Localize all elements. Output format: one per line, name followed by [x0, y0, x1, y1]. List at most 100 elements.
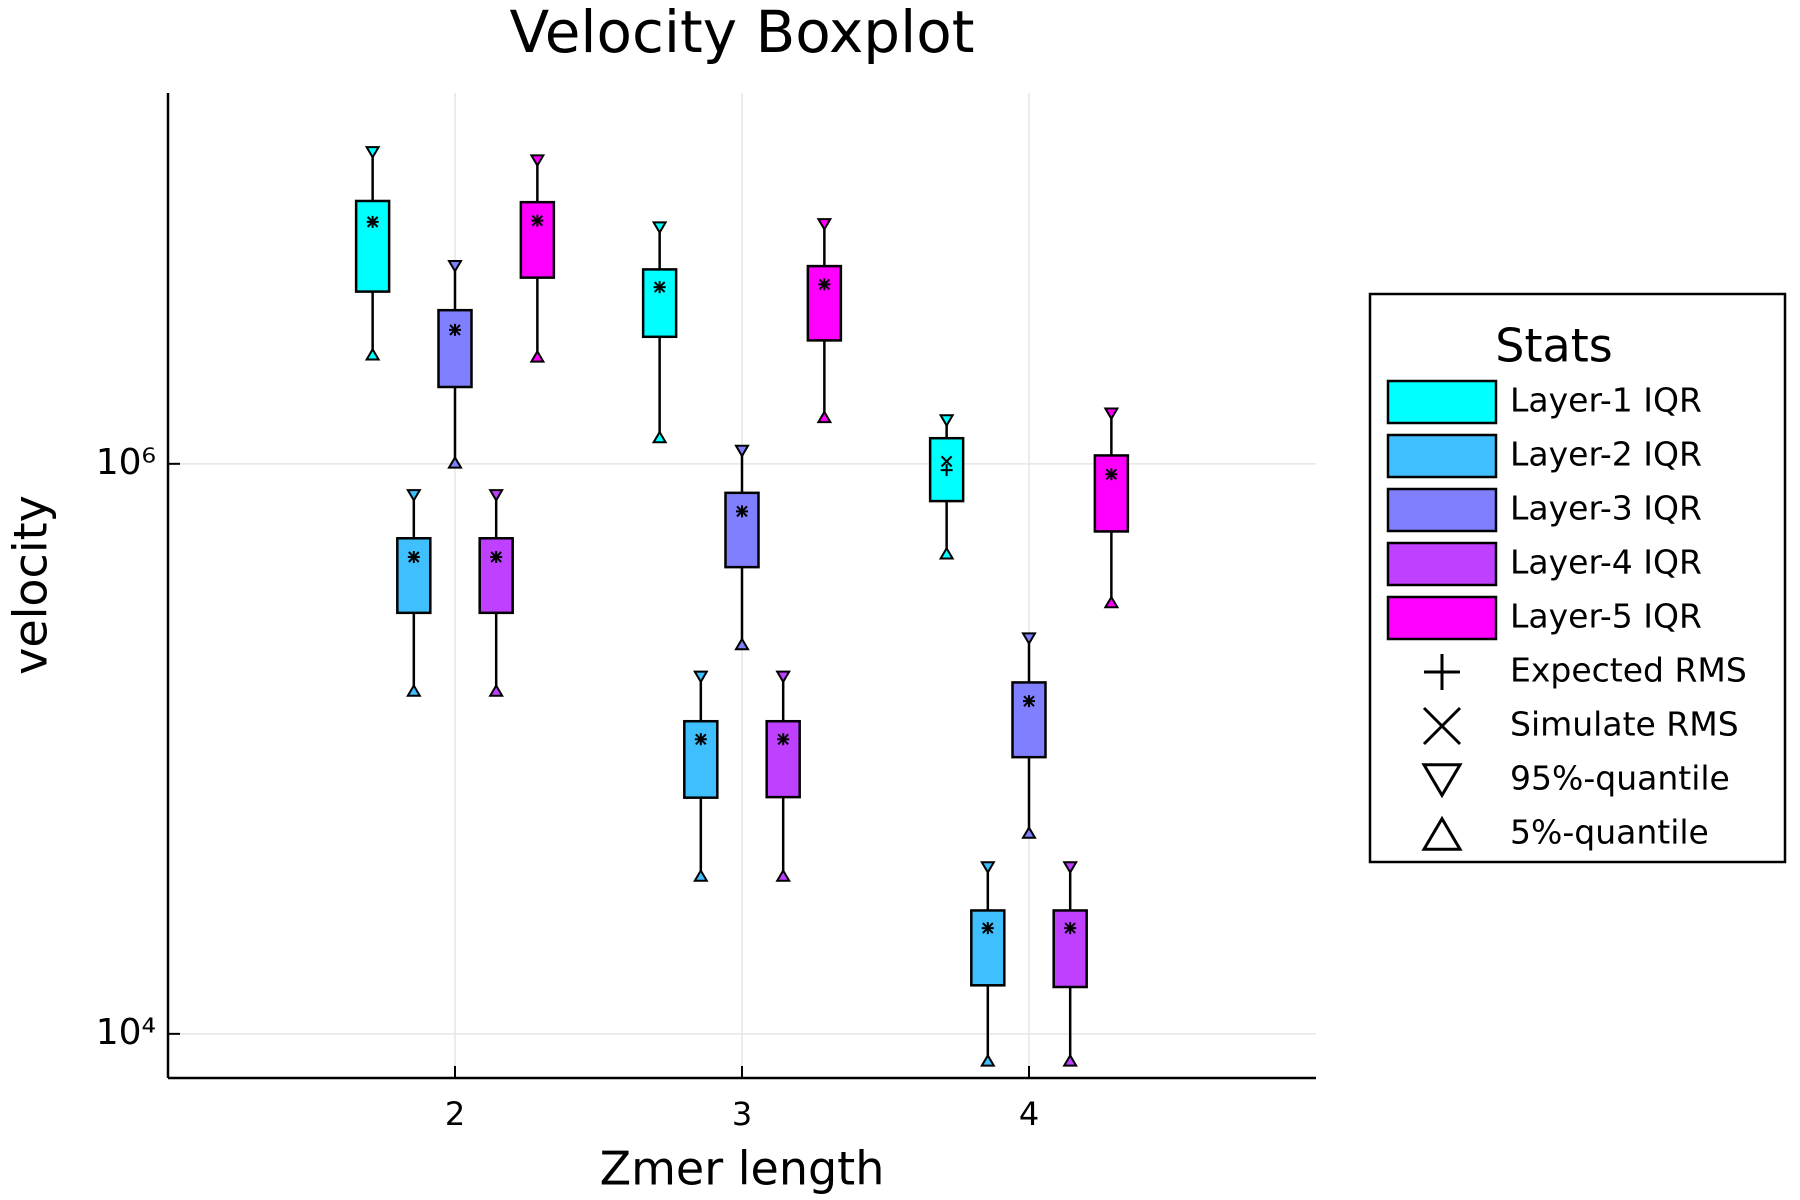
box-group [519, 154, 556, 363]
marker-triangle-up [980, 1053, 996, 1067]
marker-plus [940, 464, 953, 477]
marker-triangle-up [651, 430, 668, 444]
legend-label: Layer-4 IQR [1510, 543, 1702, 582]
marker-triangle-up [447, 455, 463, 469]
legend-label: Layer-1 IQR [1510, 381, 1702, 420]
marker-triangle-down [734, 444, 750, 458]
marker-triangle-down [980, 861, 996, 875]
iqr-box [724, 491, 760, 569]
iqr-box [519, 200, 556, 279]
box-group [806, 218, 843, 424]
legend-label: Simulate RMS [1510, 705, 1739, 744]
legend-symbol [1421, 815, 1463, 851]
iqr-box [641, 268, 678, 339]
legend-label: Layer-5 IQR [1510, 597, 1702, 636]
marker-triangle-down [1021, 632, 1037, 646]
marker-triangle-up [816, 409, 833, 424]
marker-triangle-down [447, 259, 463, 274]
box-group [641, 221, 678, 444]
marker-triangle-up [1103, 595, 1120, 609]
legend-symbol [1422, 706, 1462, 746]
iqr-box [354, 199, 391, 293]
y-tick-label: 10⁴ [96, 1012, 156, 1053]
marker-triangle-down [406, 489, 422, 503]
marker-triangle-up [775, 868, 791, 882]
legend-swatch [1386, 487, 1498, 533]
marker-cross [490, 551, 502, 563]
marker-cross [653, 281, 666, 293]
legend-symbol [1421, 763, 1463, 799]
box-group [724, 444, 760, 651]
legend-label: 5%-quantile [1510, 813, 1709, 852]
marker-triangle-up [1062, 1053, 1078, 1067]
iqr-box [1093, 454, 1130, 533]
box-group [970, 861, 1006, 1067]
marker-triangle-down [938, 414, 955, 428]
x-tick-label: 2 [445, 1095, 465, 1133]
marker-triangle-down [529, 154, 546, 168]
marker-triangle-down [1062, 861, 1078, 875]
marker-cross [408, 551, 420, 563]
marker-triangle-down [775, 670, 791, 684]
iqr-box [437, 308, 473, 389]
x-axis-label: Zmer length [600, 1142, 885, 1196]
marker-triangle-up [734, 637, 750, 651]
x-tick-label: 3 [732, 1095, 752, 1133]
legend-swatch [1386, 595, 1498, 641]
iqr-box [1052, 909, 1088, 989]
box-group [478, 489, 514, 697]
box-group [1011, 632, 1047, 839]
box-group [683, 670, 719, 882]
legend-label: 95%-quantile [1510, 759, 1730, 798]
marker-triangle-down [693, 670, 709, 684]
iqr-box [396, 537, 432, 615]
marker-triangle-down [651, 221, 668, 235]
iqr-box [970, 909, 1006, 987]
legend-swatch [1386, 379, 1498, 425]
chart-title: Velocity Boxplot [510, 0, 975, 66]
box-group [396, 489, 432, 697]
marker-triangle-down [364, 146, 381, 160]
x-tick-label: 4 [1019, 1095, 1039, 1133]
marker-triangle-up [529, 349, 546, 363]
box-group [354, 146, 391, 361]
iqr-box [806, 264, 843, 342]
marker-triangle-up [488, 683, 504, 697]
marker-cross [1064, 922, 1076, 934]
iqr-box [765, 719, 801, 799]
box-group [437, 259, 473, 469]
iqr-box [478, 537, 514, 615]
marker-cross [1023, 695, 1035, 707]
iqr-box [1011, 681, 1047, 759]
box-group [1093, 407, 1130, 609]
marker-triangle-down [816, 218, 833, 232]
legend-title: Stats [1495, 319, 1612, 373]
marker-cross [531, 214, 544, 227]
box-group [1052, 861, 1088, 1067]
marker-triangle-up [938, 546, 955, 560]
legend-label: Layer-2 IQR [1510, 435, 1702, 474]
marker-cross [982, 922, 994, 934]
marker-cross [449, 324, 461, 336]
marker-triangle-up [1021, 825, 1037, 839]
iqr-box [683, 719, 719, 799]
legend-swatch [1386, 433, 1498, 479]
marker-cross [777, 733, 789, 746]
legend-symbol [1424, 654, 1460, 690]
marker-cross [818, 278, 831, 291]
y-axis-label: velocity [4, 495, 58, 675]
legend-label: Expected RMS [1510, 651, 1747, 690]
marker-triangle-down [1103, 407, 1120, 421]
box-group [928, 414, 965, 560]
y-tick-label: 10⁶ [96, 442, 156, 483]
marker-triangle-up [693, 868, 709, 882]
marker-triangle-up [406, 683, 422, 697]
marker-triangle-down [488, 489, 504, 503]
marker-cross [695, 733, 707, 746]
marker-triangle-up [364, 347, 381, 361]
box-group [765, 670, 801, 882]
legend-swatch [1386, 541, 1498, 587]
marker-cross [736, 505, 748, 518]
legend-label: Layer-3 IQR [1510, 489, 1702, 528]
